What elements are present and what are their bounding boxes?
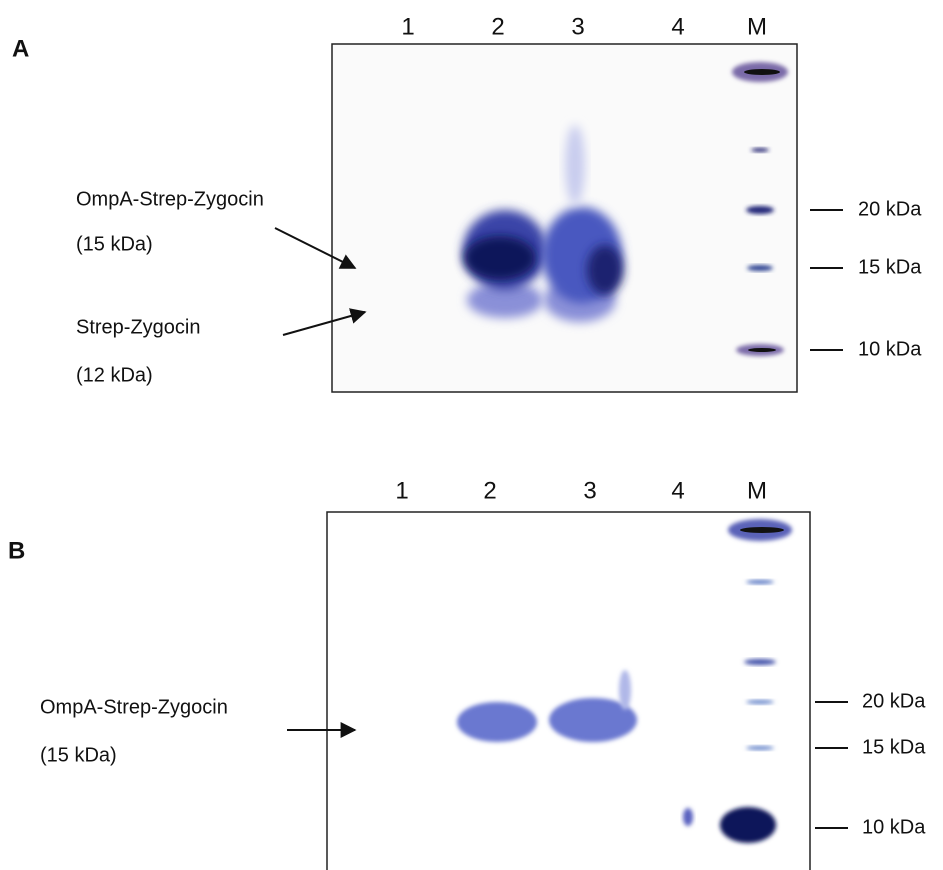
panel-label: A xyxy=(12,35,29,62)
annotation: OmpA-Strep-Zygocin xyxy=(76,188,264,210)
marker-label: 20 kDa xyxy=(862,690,926,712)
lane-label: 2 xyxy=(483,477,496,504)
panel-label: B xyxy=(8,537,25,564)
bands xyxy=(457,519,792,843)
annotation-size: (15 kDa) xyxy=(76,233,153,255)
annotation: OmpA-Strep-Zygocin xyxy=(40,696,228,718)
gel xyxy=(326,511,811,870)
bands xyxy=(463,62,788,356)
marker-label: 15 kDa xyxy=(862,736,926,758)
panel-a: A 1 2 3 4 M 20 kDa 15 kDa 10 kDa Omp xyxy=(12,13,922,393)
lane-label: 1 xyxy=(395,477,408,504)
marker-label: 20 kDa xyxy=(858,198,922,220)
lane-label: 3 xyxy=(571,13,584,40)
annotation-size: (12 kDa) xyxy=(76,364,153,386)
lane-label: 1 xyxy=(401,13,414,40)
annotation-size: (15 kDa) xyxy=(40,744,117,766)
annotation: Strep-Zygocin xyxy=(76,316,201,338)
lane-label: M xyxy=(747,13,767,40)
panel-b: B 1 2 3 4 M 20 kDa 15 kDa 10 kDa OmpA-St… xyxy=(8,477,926,870)
lane-label: 3 xyxy=(583,477,596,504)
marker-label: 15 kDa xyxy=(858,256,922,278)
lane-label: M xyxy=(747,477,767,504)
lane-label: 4 xyxy=(671,477,684,504)
lane-label: 4 xyxy=(671,13,684,40)
marker-label: 10 kDa xyxy=(862,816,926,838)
lane-label: 2 xyxy=(491,13,504,40)
marker-label: 10 kDa xyxy=(858,338,922,360)
